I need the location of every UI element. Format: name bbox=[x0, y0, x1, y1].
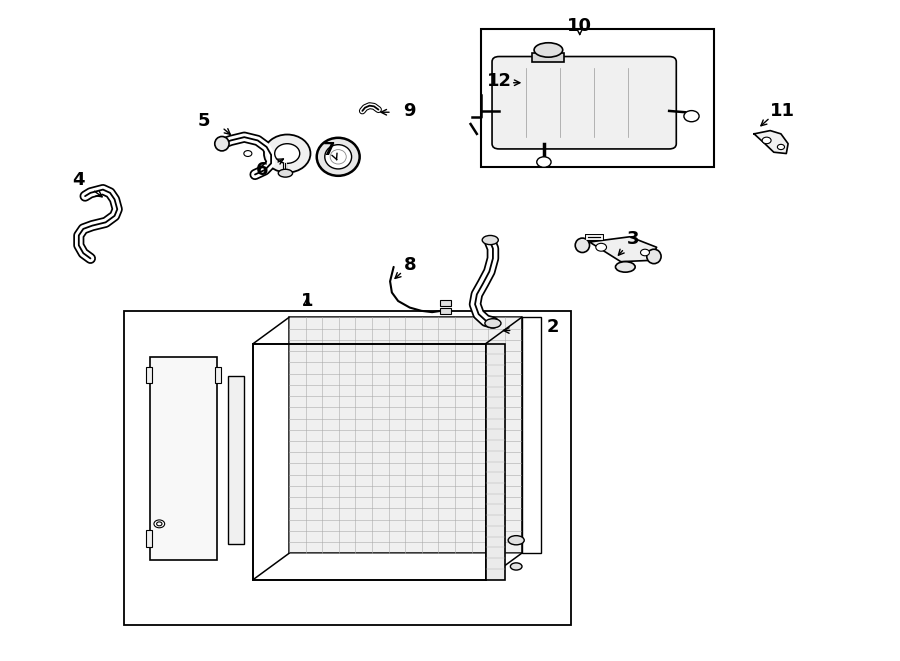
Ellipse shape bbox=[641, 249, 650, 256]
Ellipse shape bbox=[616, 262, 635, 272]
Text: 8: 8 bbox=[403, 256, 416, 274]
Text: 5: 5 bbox=[198, 112, 211, 130]
Text: 4: 4 bbox=[73, 171, 86, 189]
Ellipse shape bbox=[778, 144, 785, 149]
Ellipse shape bbox=[485, 319, 501, 328]
Ellipse shape bbox=[684, 110, 699, 122]
Bar bbox=[123, 311, 571, 625]
Ellipse shape bbox=[508, 535, 524, 545]
Bar bbox=[532, 53, 564, 61]
Bar bbox=[229, 376, 244, 543]
Bar bbox=[440, 307, 451, 314]
Bar bbox=[486, 344, 506, 580]
Ellipse shape bbox=[575, 238, 590, 253]
Ellipse shape bbox=[264, 135, 310, 173]
Ellipse shape bbox=[325, 145, 352, 169]
Ellipse shape bbox=[154, 520, 165, 527]
Bar bbox=[150, 357, 218, 560]
Text: 9: 9 bbox=[403, 102, 416, 120]
Bar bbox=[215, 367, 221, 383]
Text: 3: 3 bbox=[627, 230, 640, 248]
Text: 7: 7 bbox=[323, 141, 336, 159]
Bar bbox=[482, 29, 714, 167]
Text: 2: 2 bbox=[546, 318, 559, 336]
Ellipse shape bbox=[510, 563, 522, 570]
Ellipse shape bbox=[536, 157, 551, 167]
Ellipse shape bbox=[647, 249, 662, 264]
Text: 10: 10 bbox=[567, 17, 592, 35]
Ellipse shape bbox=[596, 243, 607, 251]
Bar bbox=[146, 367, 152, 383]
Polygon shape bbox=[754, 131, 788, 153]
Text: 6: 6 bbox=[256, 161, 268, 179]
Ellipse shape bbox=[317, 137, 360, 176]
Bar bbox=[440, 300, 451, 305]
Ellipse shape bbox=[482, 235, 499, 245]
Ellipse shape bbox=[244, 151, 252, 157]
Polygon shape bbox=[590, 237, 657, 262]
Bar bbox=[146, 530, 152, 547]
Polygon shape bbox=[289, 317, 522, 553]
Bar bbox=[522, 317, 541, 553]
Text: 11: 11 bbox=[770, 102, 796, 120]
Text: 12: 12 bbox=[487, 73, 512, 91]
Ellipse shape bbox=[215, 136, 230, 151]
Ellipse shape bbox=[278, 169, 293, 177]
Text: 1: 1 bbox=[301, 292, 313, 310]
Ellipse shape bbox=[274, 143, 300, 163]
Ellipse shape bbox=[534, 43, 562, 58]
Ellipse shape bbox=[330, 149, 346, 164]
FancyBboxPatch shape bbox=[492, 57, 676, 149]
Ellipse shape bbox=[157, 522, 162, 525]
Ellipse shape bbox=[762, 137, 771, 143]
